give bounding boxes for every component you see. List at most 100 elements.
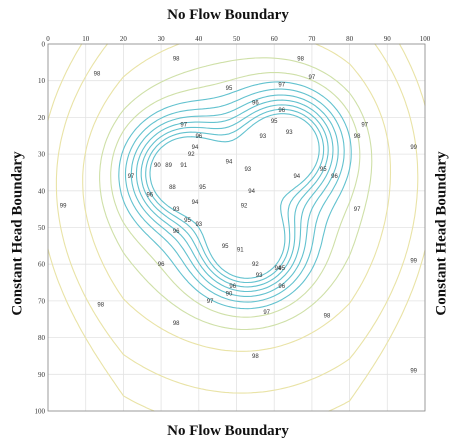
- contour-value-label: 96: [278, 108, 285, 114]
- contour-value-label: 96: [158, 262, 165, 268]
- y-tick-label: 10: [38, 77, 46, 85]
- contour-value-label: 97: [278, 82, 285, 88]
- contour-value-label: 93: [260, 134, 267, 140]
- contour-value-label: 97: [354, 207, 361, 213]
- contour-value-label: 97: [207, 299, 214, 305]
- contour-line: [118, 81, 352, 310]
- contour-line: [124, 88, 345, 303]
- contour-value-label: 95: [226, 86, 233, 92]
- y-tick-label: 20: [38, 114, 46, 122]
- y-tick-label: 100: [35, 408, 46, 416]
- contour-value-label: 90: [154, 163, 161, 169]
- contour-line: [99, 57, 373, 331]
- contour-value-label: 99: [60, 203, 67, 209]
- contour-value-label: 98: [94, 71, 101, 77]
- contour-value-label: 98: [324, 314, 331, 320]
- contour-value-label: 95: [222, 244, 229, 250]
- contour-value-label: 96: [252, 101, 259, 107]
- grid: [47, 43, 426, 412]
- contour-value-label: 95: [278, 266, 285, 272]
- contour-value-label: 97: [180, 123, 187, 129]
- contour-line: [130, 94, 339, 297]
- contour-value-label: 89: [165, 163, 172, 169]
- contour-value-label: 98: [173, 57, 180, 63]
- contour-line: [110, 71, 361, 318]
- contour-value-label: 96: [331, 174, 338, 180]
- contour-line: [82, 43, 392, 352]
- contour-value-label: 94: [248, 189, 255, 195]
- y-tick-label: 0: [42, 41, 46, 49]
- x-tick-label: 60: [271, 35, 279, 43]
- contour-value-label: 97: [309, 75, 316, 81]
- contour-value-label: 94: [192, 200, 199, 206]
- contour-value-label: 95: [271, 119, 278, 125]
- contour-value-label: 95: [320, 167, 327, 173]
- contour-value-label: 94: [275, 266, 282, 272]
- y-tick-label: 60: [38, 261, 46, 269]
- contour-value-label: 97: [361, 123, 368, 129]
- contour-value-label: 95: [184, 218, 191, 224]
- x-tick-label: 80: [346, 35, 354, 43]
- contour-value-label: 96: [229, 284, 236, 290]
- contour-value-label: 98: [354, 134, 361, 140]
- plot-border: [47, 43, 426, 412]
- contour-value-label: 94: [192, 145, 199, 151]
- x-tick-label: 100: [420, 35, 431, 43]
- contour-line: [135, 99, 334, 293]
- contour-value-label: 99: [410, 369, 417, 375]
- contour-value-label: 98: [97, 303, 104, 309]
- tick-labels: 0 10 20 30 40 50 60 70 80 90 100 0 10 20 30 40 50 60 70 80 9…: [35, 35, 431, 416]
- contour-value-label: 96: [195, 134, 202, 140]
- x-tick-label: 20: [120, 35, 128, 43]
- contour-value-label: 96: [278, 284, 285, 290]
- contour-value-label: 93: [244, 167, 251, 173]
- contour-value-label: 94: [293, 174, 300, 180]
- contour-value-label: 92: [241, 203, 248, 209]
- contour-value-label: 99: [410, 259, 417, 265]
- y-tick-label: 40: [38, 187, 46, 195]
- y-tick-label: 80: [38, 334, 46, 342]
- contour-value-label: 90: [226, 292, 233, 298]
- contour-value-label: 93: [195, 222, 202, 228]
- contour-line: [47, 43, 426, 412]
- contour-value-label: 99: [410, 145, 417, 151]
- contour-value-label: 98: [297, 57, 304, 63]
- contour-value-label: 93: [286, 130, 293, 136]
- plot-frame: [47, 43, 426, 412]
- contour-value-label: 94: [226, 159, 233, 165]
- x-tick-label: 40: [195, 35, 203, 43]
- contour-value-label: 98: [252, 354, 259, 360]
- contour-value-label: 88: [169, 185, 176, 191]
- contour-value-label: 93: [173, 207, 180, 213]
- contour-value-label: 93: [256, 273, 263, 279]
- contour-lines: [47, 43, 426, 412]
- contour-value-label: 98: [173, 321, 180, 327]
- x-tick-label: 50: [233, 35, 241, 43]
- contour-line: [145, 108, 325, 284]
- x-tick-label: 90: [384, 35, 392, 43]
- y-tick-label: 30: [38, 151, 46, 159]
- contour-value-label: 92: [252, 262, 259, 268]
- contour-value-label: 91: [237, 248, 244, 254]
- bottom-boundary-label: No Flow Boundary: [167, 423, 289, 439]
- y-tick-label: 70: [38, 297, 46, 305]
- x-tick-label: 70: [308, 35, 316, 43]
- x-tick-label: 0: [46, 35, 50, 43]
- y-tick-label: 50: [38, 224, 46, 232]
- x-tick-label: 30: [158, 35, 166, 43]
- contour-value-label: 96: [173, 229, 180, 235]
- contour-value-label: 92: [188, 152, 195, 158]
- contour-line: [149, 113, 320, 279]
- contour-value-label: 97: [128, 174, 135, 180]
- top-boundary-label: No Flow Boundary: [167, 7, 289, 23]
- contour-line: [55, 43, 419, 394]
- contour-value-label: 91: [180, 163, 187, 169]
- contour-line: [140, 104, 329, 288]
- contour-value-label: 96: [146, 192, 153, 198]
- x-tick-label: 10: [82, 35, 90, 43]
- contour-value-label: 97: [263, 310, 270, 316]
- contour-value-label: 95: [199, 185, 206, 191]
- y-tick-label: 90: [38, 371, 46, 379]
